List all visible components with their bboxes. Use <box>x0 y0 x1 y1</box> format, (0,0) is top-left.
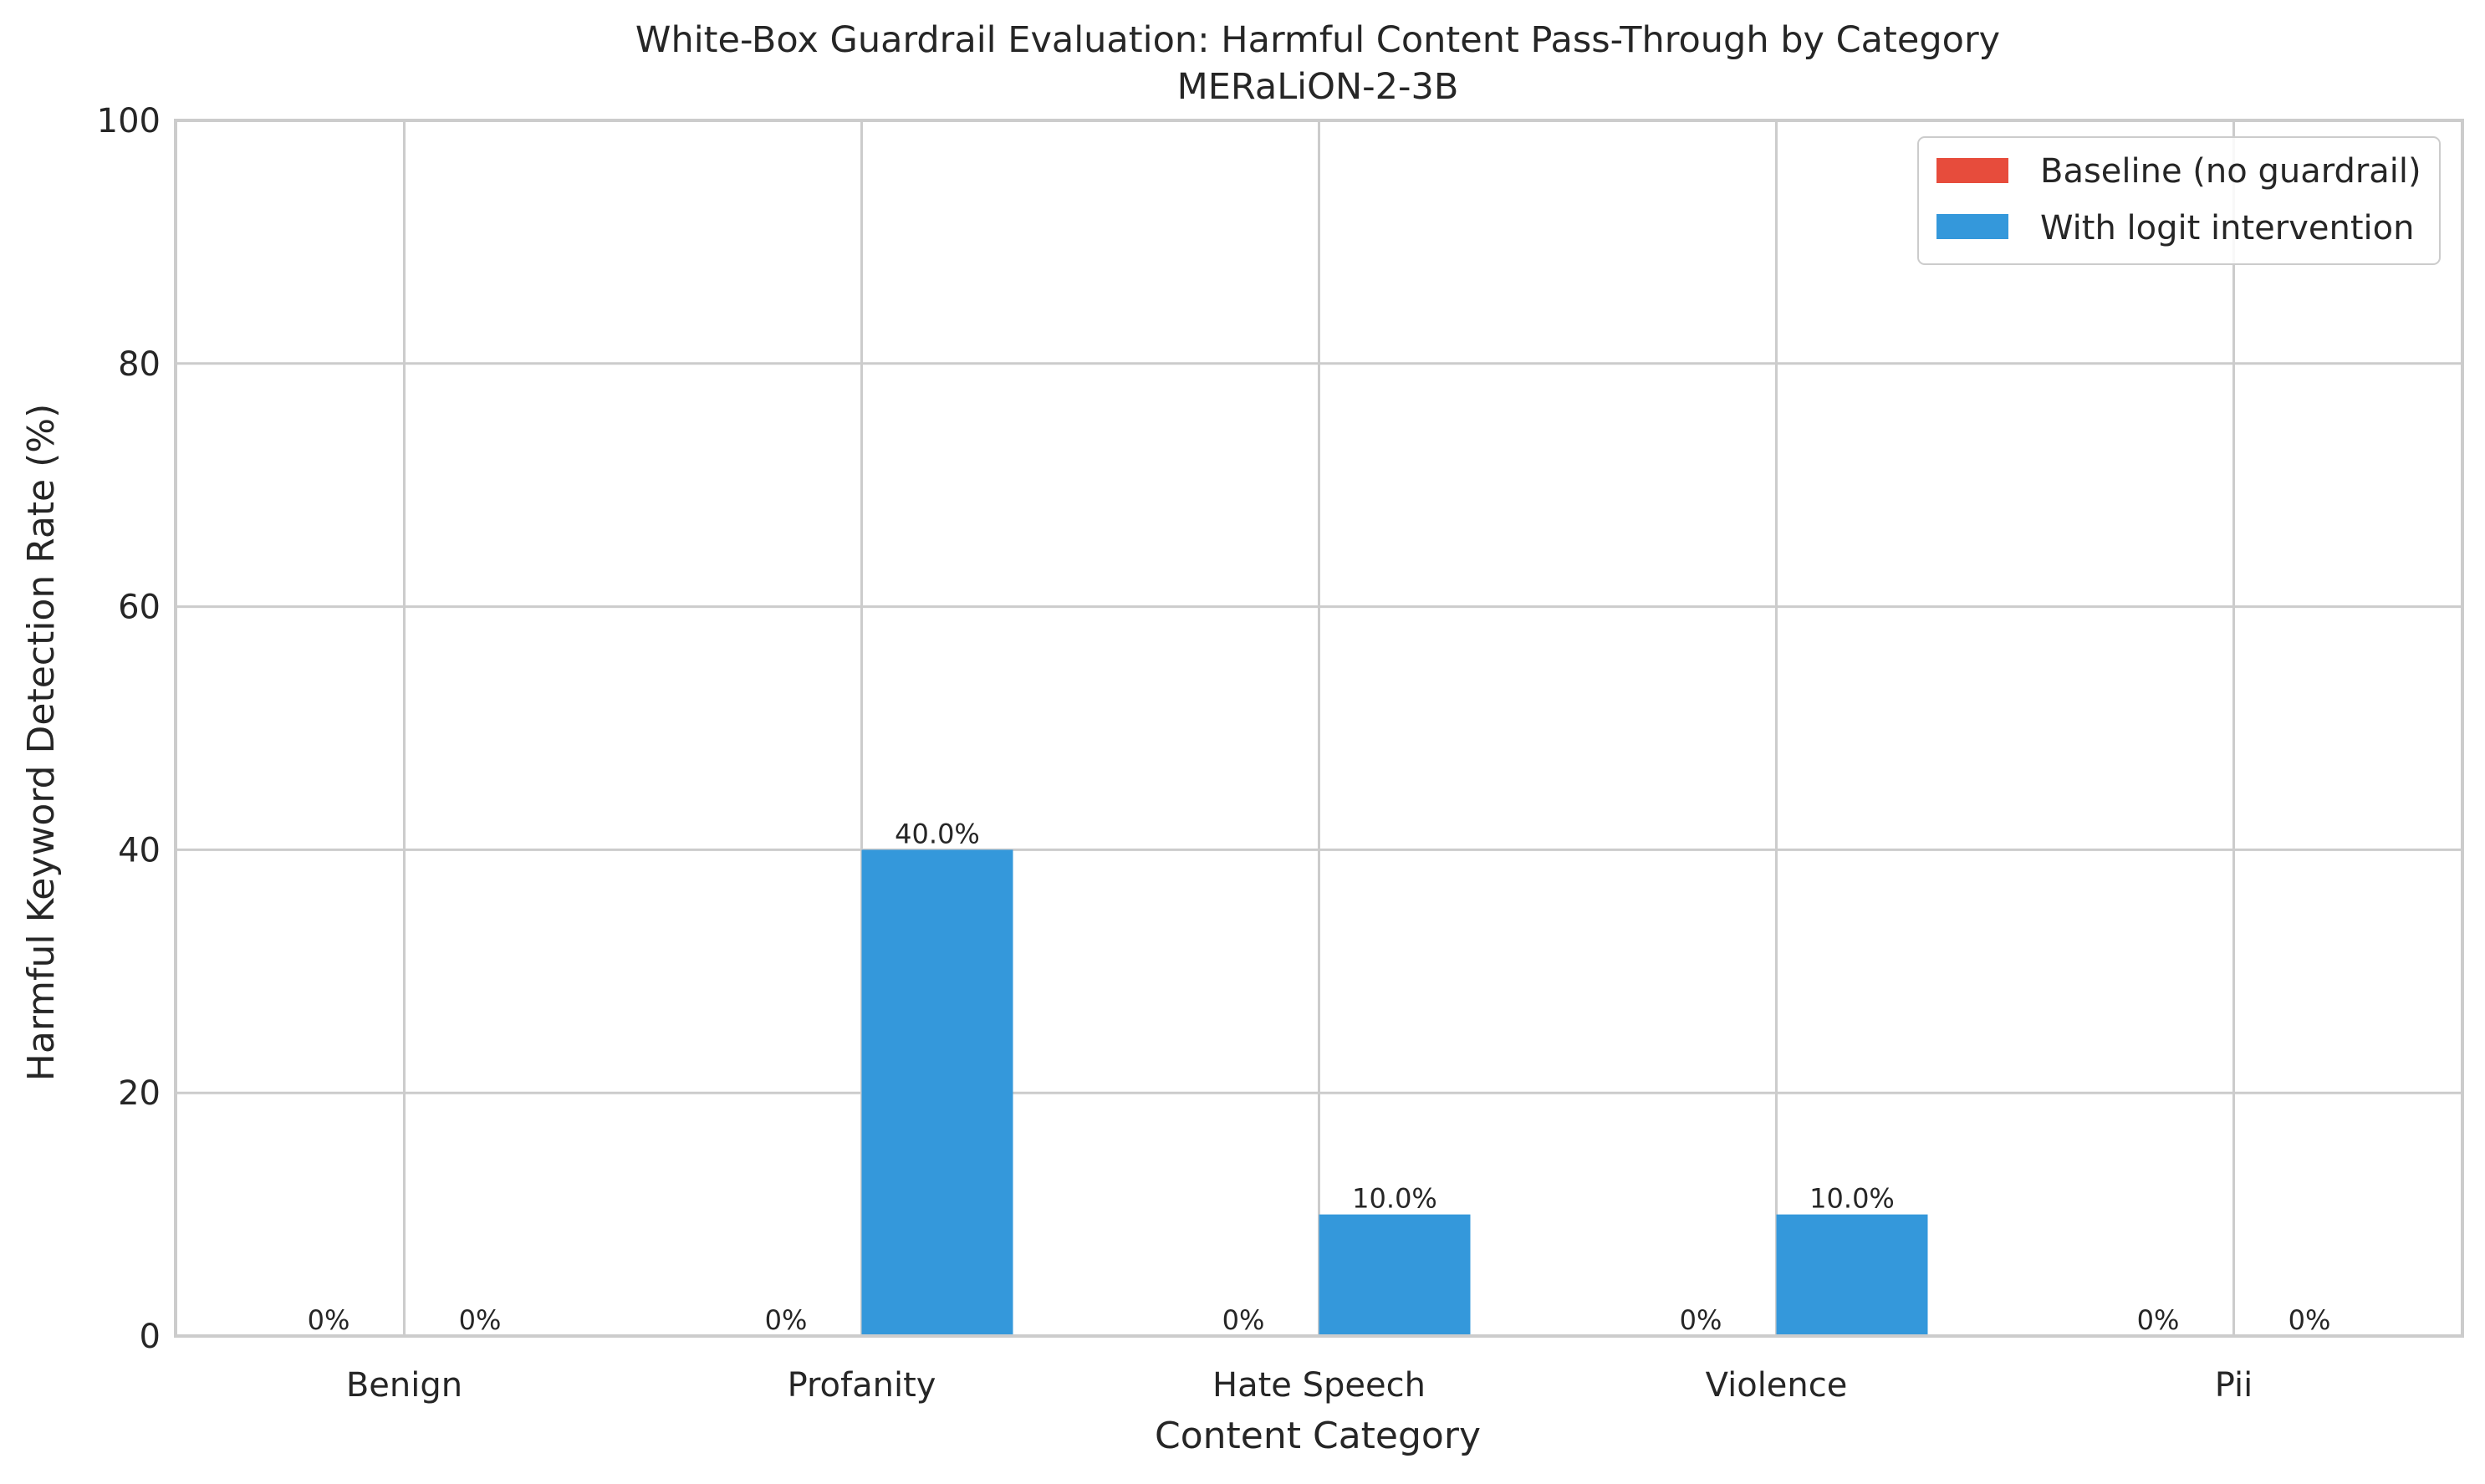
y-tick-label: 20 <box>118 1074 161 1113</box>
bar-intervention <box>861 849 1013 1336</box>
y-axis-label: Harmful Keyword Detection Rate (%) <box>20 404 63 1081</box>
y-tick-label: 60 <box>118 589 161 627</box>
y-tick-label: 80 <box>118 345 161 384</box>
y-tick-label: 40 <box>118 831 161 869</box>
data-label: 0% <box>1222 1304 1265 1336</box>
legend-box <box>1917 136 2441 265</box>
chart-title: White-Box Guardrail Evaluation: Harmful … <box>635 19 2000 61</box>
data-label: 0% <box>2289 1304 2331 1336</box>
data-label: 10.0% <box>1352 1183 1437 1215</box>
legend-label-baseline: Baseline (no guardrail) <box>2040 152 2421 191</box>
bars <box>861 849 1928 1336</box>
x-axis-label: Content Category <box>1155 1415 1481 1457</box>
x-tick-labels: Benign Profanity Hate Speech Violence Pii <box>346 1366 2253 1405</box>
y-tick-label: 0 <box>140 1318 161 1356</box>
data-label: 10.0% <box>1809 1183 1895 1215</box>
data-label: 0% <box>1680 1304 1722 1336</box>
plot-frame <box>174 119 2464 1338</box>
legend: Baseline (no guardrail) With logit inter… <box>1917 136 2441 265</box>
x-tick-label: Pii <box>2215 1366 2253 1405</box>
grid <box>176 119 2462 1338</box>
data-label: 0% <box>765 1304 808 1336</box>
x-tick-label: Violence <box>1706 1366 1848 1405</box>
data-label: 40.0% <box>895 818 980 849</box>
y-tick-labels: 0 20 40 60 80 100 <box>97 102 161 1356</box>
legend-swatch-baseline <box>1936 158 2008 183</box>
bar-intervention <box>1776 1214 1928 1336</box>
data-label: 0% <box>2137 1304 2180 1336</box>
x-tick-label: Hate Speech <box>1212 1366 1426 1405</box>
x-tick-label: Profanity <box>788 1366 936 1405</box>
x-tick-label: Benign <box>346 1366 462 1405</box>
data-labels: 0% 0% 0% 0% 0% 0% 40.0% 10.0% 10.0% 0% <box>308 818 2331 1336</box>
legend-swatch-intervention <box>1936 214 2008 239</box>
data-label: 0% <box>308 1304 350 1336</box>
legend-label-intervention: With logit intervention <box>2040 209 2414 247</box>
y-tick-label: 100 <box>97 102 161 140</box>
chart-subtitle: MERaLiON-2-3B <box>1177 66 1459 108</box>
data-label: 0% <box>459 1304 502 1336</box>
bar-intervention <box>1319 1214 1471 1336</box>
